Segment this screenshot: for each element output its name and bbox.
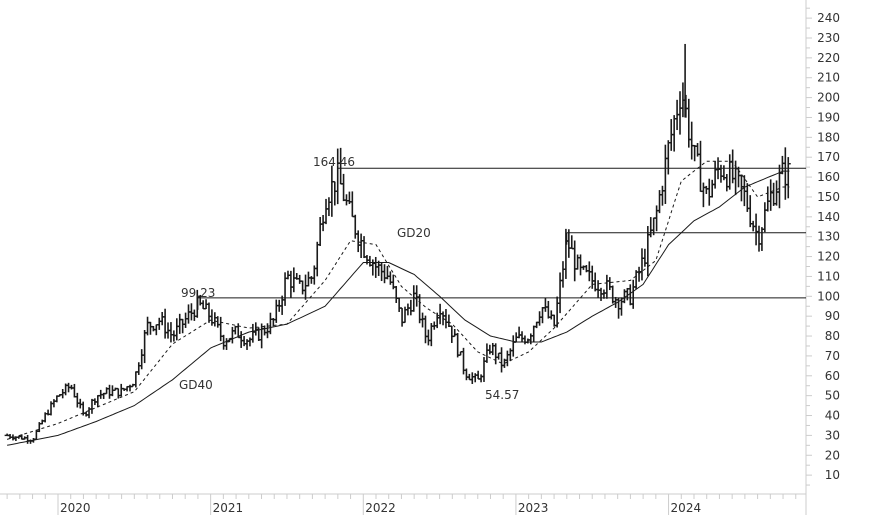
y-tick-label: 130 xyxy=(817,230,840,244)
x-tick-label: 2022 xyxy=(365,501,396,515)
y-tick-label: 160 xyxy=(817,170,840,184)
y-tick-label: 240 xyxy=(817,11,840,25)
x-tick-label: 2024 xyxy=(671,501,702,515)
y-tick-label: 50 xyxy=(825,389,840,403)
y-tick-label: 30 xyxy=(825,428,840,442)
y-tick-label: 20 xyxy=(825,448,840,462)
y-tick-label: 70 xyxy=(825,349,840,363)
annotation-gd40: GD40 xyxy=(179,378,213,392)
x-tick-label: 2020 xyxy=(60,501,91,515)
y-tick-label: 230 xyxy=(817,31,840,45)
axes: 10 20 30 40 50 60 70 80 90 100 110 120 130 140 150 160 1… xyxy=(0,0,840,515)
annotation-99-23: 99.23 xyxy=(181,286,215,300)
y-tick-label: 10 xyxy=(825,468,840,482)
annotations: 164.46 99.23 54.57 GD20 GD40 xyxy=(179,155,519,402)
y-tick-label: 200 xyxy=(817,91,840,105)
gd40-line xyxy=(7,170,790,446)
y-tick-label: 40 xyxy=(825,409,840,423)
ohlc-bars xyxy=(4,43,791,444)
annotation-54-57: 54.57 xyxy=(485,388,519,402)
y-tick-label: 210 xyxy=(817,71,840,85)
y-tick-label: 220 xyxy=(817,51,840,65)
horizontal-reference-lines xyxy=(197,167,806,310)
y-tick-label: 150 xyxy=(817,190,840,204)
x-tick-label: 2021 xyxy=(213,501,244,515)
gd20-line xyxy=(6,160,790,440)
moving-averages xyxy=(6,160,790,446)
y-tick-label: 120 xyxy=(817,250,840,264)
y-tick-label: 80 xyxy=(825,329,840,343)
y-tick-label: 190 xyxy=(817,110,840,124)
y-tick-label: 100 xyxy=(817,289,840,303)
y-tick-label: 110 xyxy=(817,269,840,283)
y-tick-label: 90 xyxy=(825,309,840,323)
y-tick-label: 60 xyxy=(825,369,840,383)
annotation-164-46: 164.46 xyxy=(313,155,355,169)
y-tick-label: 180 xyxy=(817,130,840,144)
x-tick-label: 2023 xyxy=(518,501,549,515)
y-tick-label: 170 xyxy=(817,150,840,164)
annotation-gd20: GD20 xyxy=(397,226,431,240)
y-tick-label: 140 xyxy=(817,210,840,224)
